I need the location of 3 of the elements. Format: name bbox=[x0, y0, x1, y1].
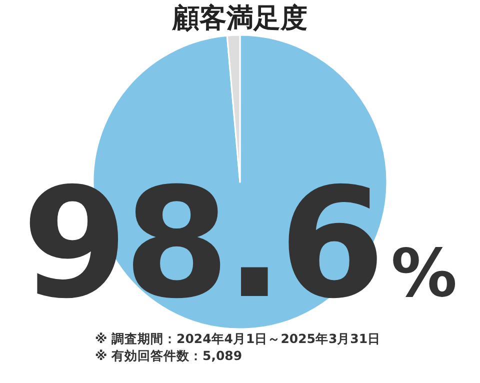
text: ※ 調査期間：2024年4月1日～2025年3月31日 bbox=[95, 331, 381, 346]
text: ※ 有効回答件数：5,089 bbox=[95, 348, 242, 363]
chart-title: 顧客満足度 bbox=[172, 3, 308, 34]
